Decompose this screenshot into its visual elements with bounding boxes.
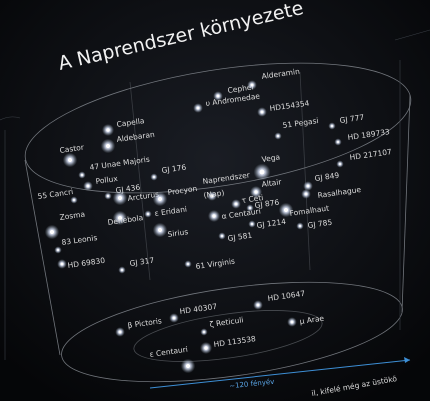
scale-line: [149, 359, 411, 389]
star-label: GJ 1214: [256, 217, 287, 230]
star-label: Altair: [261, 177, 283, 189]
star-label: Procyon: [167, 184, 198, 197]
star: [250, 83, 254, 87]
star: [250, 222, 254, 226]
star: [220, 234, 224, 238]
star: [106, 194, 110, 198]
star-label: GJ 581: [227, 231, 253, 243]
star: [304, 192, 308, 196]
star-label: ε Eridani: [154, 205, 187, 218]
star-label: GJ 785: [307, 218, 333, 230]
star: [210, 194, 214, 198]
star: [338, 162, 342, 166]
star: [185, 363, 191, 369]
star-label: (Nap): [203, 188, 225, 200]
star: [152, 175, 156, 179]
star: [196, 106, 200, 110]
star: [67, 157, 73, 163]
cylinder: [24, 62, 412, 383]
star-label: GJ 876: [254, 198, 280, 210]
star: [86, 184, 90, 188]
star: [72, 198, 76, 202]
star: [105, 143, 111, 149]
star: [290, 320, 294, 324]
star: [117, 195, 123, 201]
star: [276, 134, 280, 138]
star: [186, 262, 190, 266]
star: [330, 124, 334, 128]
star: [157, 227, 163, 233]
star-label: GJ 176: [161, 163, 187, 175]
star-label: Vega: [261, 152, 281, 163]
star-label: τ Ceti: [241, 193, 264, 205]
star: [157, 196, 163, 202]
star-label: Sirius: [167, 227, 189, 239]
star: [202, 330, 206, 334]
star: [259, 169, 265, 175]
star-label: Castor: [59, 143, 85, 155]
star: [283, 207, 289, 213]
star: [117, 215, 123, 221]
star: [172, 316, 176, 320]
scale-arrow: [404, 357, 410, 363]
star: [256, 303, 260, 307]
star: [336, 140, 340, 144]
star: [49, 229, 55, 235]
star: [260, 110, 264, 114]
star: [106, 128, 110, 132]
star: [234, 202, 238, 206]
star-label: Capella: [116, 116, 145, 129]
star-label: GJ 777: [339, 113, 365, 125]
star: [80, 173, 84, 177]
star-label: GJ 849: [314, 171, 340, 183]
star-label: Arcturus: [127, 190, 160, 203]
star-label: Zosma: [59, 210, 86, 222]
star-label: Pollux: [95, 174, 119, 186]
star: [146, 212, 150, 216]
star: [60, 262, 64, 266]
star: [306, 184, 310, 188]
star: [254, 190, 258, 194]
star: [120, 268, 124, 272]
star-label: GJ 317: [129, 256, 155, 268]
star: [298, 224, 302, 228]
star: [212, 214, 216, 218]
star-label: μ Arae: [299, 314, 325, 326]
star: [248, 206, 252, 210]
star: [118, 330, 122, 334]
star: [204, 346, 208, 350]
star: [216, 94, 220, 98]
star: [56, 248, 60, 252]
